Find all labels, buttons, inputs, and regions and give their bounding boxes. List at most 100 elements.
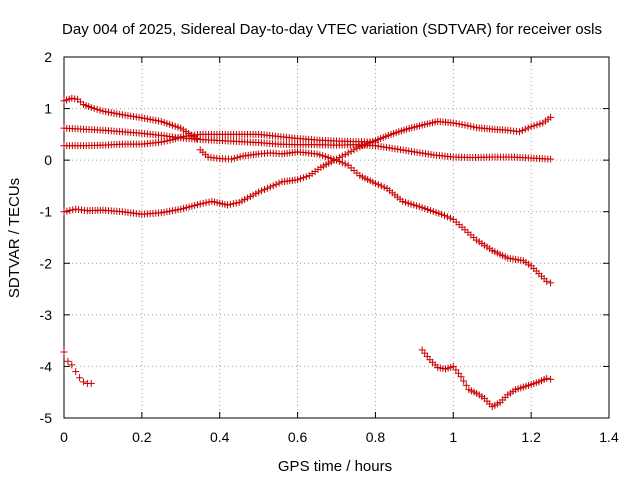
data-point bbox=[521, 125, 529, 133]
data-point bbox=[547, 155, 555, 163]
data-point bbox=[374, 181, 382, 189]
data-point bbox=[87, 379, 95, 387]
data-point bbox=[69, 206, 77, 214]
x-tick-label: 1.4 bbox=[599, 429, 619, 445]
data-point bbox=[333, 155, 340, 163]
data-point bbox=[530, 122, 538, 130]
data-point bbox=[547, 375, 555, 383]
chart-title: Day 004 of 2025, Sidereal Day-to-day VTE… bbox=[62, 21, 602, 38]
data-point bbox=[441, 212, 449, 220]
data-point bbox=[263, 184, 271, 192]
x-axis-label: GPS time / hours bbox=[278, 458, 392, 475]
data-point bbox=[202, 199, 210, 207]
grid-layer bbox=[64, 57, 609, 418]
data-point bbox=[68, 361, 76, 369]
data-point bbox=[299, 174, 307, 182]
data-point bbox=[341, 150, 349, 158]
plot-border bbox=[63, 56, 610, 419]
data-point bbox=[335, 154, 343, 162]
x-tick-label: 1.2 bbox=[521, 429, 541, 445]
data-point bbox=[96, 106, 104, 114]
data-point bbox=[60, 208, 68, 216]
tick-label-layer: 0 0.2 0.4 0.6 0.8 1 1.2 1.4 -5 -4 -3 -2 -1 0 1 2 bbox=[40, 49, 619, 445]
data-point bbox=[371, 179, 379, 187]
y-tick-label: 1 bbox=[44, 101, 52, 117]
data-point bbox=[68, 94, 76, 102]
data-point bbox=[232, 199, 240, 207]
data-point bbox=[515, 128, 523, 136]
data-point bbox=[272, 180, 280, 188]
data-point bbox=[470, 123, 478, 131]
data-point bbox=[224, 201, 231, 209]
data-point bbox=[258, 187, 266, 195]
data-point bbox=[547, 279, 555, 287]
data-point bbox=[63, 207, 71, 215]
x-tick-label: 0.2 bbox=[132, 429, 152, 445]
data-point bbox=[449, 119, 457, 127]
data-point bbox=[338, 159, 346, 167]
data-point bbox=[72, 368, 80, 376]
marker-layer bbox=[60, 94, 555, 411]
data-point bbox=[93, 105, 101, 113]
data-point bbox=[350, 146, 358, 154]
data-point bbox=[438, 210, 446, 218]
x-tick-label: 0.8 bbox=[366, 429, 386, 445]
series-track-e-short-bottom-left bbox=[60, 348, 95, 387]
series-track-b-upper-descending bbox=[60, 124, 555, 163]
data-point bbox=[157, 138, 165, 146]
data-point bbox=[199, 199, 207, 207]
data-point bbox=[452, 120, 460, 128]
data-point bbox=[79, 378, 87, 386]
data-point bbox=[460, 377, 468, 385]
data-point bbox=[227, 155, 235, 163]
x-tick-label: 1 bbox=[449, 429, 457, 445]
data-point bbox=[87, 104, 95, 112]
data-point bbox=[462, 381, 470, 389]
y-axis-label: SDTVAR / TECUs bbox=[6, 178, 23, 298]
data-point bbox=[341, 160, 349, 168]
data-point bbox=[275, 179, 283, 187]
y-tick-label: -1 bbox=[40, 204, 53, 220]
data-point bbox=[230, 154, 238, 162]
data-point bbox=[547, 113, 555, 121]
data-point bbox=[163, 137, 171, 145]
data-point bbox=[236, 153, 244, 161]
data-point bbox=[296, 175, 304, 183]
data-point bbox=[229, 200, 237, 208]
data-point bbox=[347, 147, 355, 155]
series-track-a-high-descending bbox=[60, 94, 555, 287]
data-point bbox=[377, 182, 385, 190]
data-point bbox=[457, 373, 465, 381]
data-point bbox=[518, 126, 526, 134]
data-point bbox=[536, 120, 544, 128]
data-point bbox=[64, 357, 72, 365]
data-point bbox=[543, 277, 551, 285]
data-point bbox=[196, 200, 204, 208]
y-tick-label: -2 bbox=[40, 255, 53, 271]
x-tick-label: 0 bbox=[60, 429, 68, 445]
data-point bbox=[60, 348, 68, 356]
data-point bbox=[464, 122, 472, 130]
y-tick-label: 0 bbox=[44, 152, 52, 168]
data-point bbox=[160, 137, 168, 145]
y-tick-label: -4 bbox=[40, 358, 53, 374]
data-point bbox=[338, 152, 346, 160]
x-tick-label: 0.4 bbox=[210, 429, 230, 445]
y-tick-label: -3 bbox=[40, 307, 53, 323]
data-point bbox=[226, 200, 234, 208]
data-point bbox=[344, 149, 352, 157]
data-point bbox=[90, 104, 98, 112]
data-point bbox=[269, 182, 277, 190]
data-point bbox=[260, 186, 268, 194]
data-point bbox=[255, 188, 263, 196]
data-point bbox=[294, 176, 302, 184]
data-point bbox=[443, 213, 451, 221]
data-point bbox=[302, 173, 310, 181]
y-tick-label: 2 bbox=[44, 49, 52, 65]
data-point bbox=[524, 124, 532, 132]
data-point bbox=[66, 206, 74, 214]
data-point bbox=[76, 374, 84, 382]
data-point bbox=[467, 122, 475, 130]
